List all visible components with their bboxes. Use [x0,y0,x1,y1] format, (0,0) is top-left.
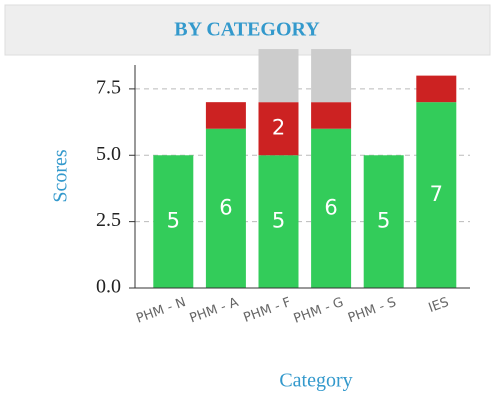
x-tick-label: PHM - F [242,295,293,326]
x-tick-label: PHM - S [346,295,398,326]
chart-title: BY CATEGORY [174,19,320,41]
bar-segment [205,102,246,129]
data-label: 2 [272,116,285,140]
bar-segment [311,102,352,129]
y-tick-label: 2.5 [96,209,121,231]
bar-segment [205,128,246,288]
bar-segment [363,155,404,288]
data-label: 6 [219,195,232,219]
bar-segment [258,49,299,103]
data-label: 5 [377,209,390,233]
x-tick-label: IES [427,295,451,316]
data-label: 6 [324,195,337,219]
y-axis-label: Scores [50,149,72,203]
bar-segment [416,102,457,289]
title-box [4,4,491,56]
data-label: 5 [167,209,180,233]
bar-segment [258,155,299,288]
y-tick-label: 5.0 [96,143,121,165]
data-label: 7 [430,182,443,206]
x-tick-label: PHM - A [188,295,241,326]
x-axis-label: Category [279,370,352,392]
bar-segment [311,49,352,103]
bar-segment [416,75,457,103]
bar-segment [258,102,299,156]
bar-segment [153,155,194,288]
x-tick-label: PHM - N [134,295,188,327]
y-tick-label: 0.0 [96,276,121,298]
bar-segment [311,128,352,288]
y-tick-label: 7.5 [96,76,121,98]
x-tick-label: PHM - G [292,295,346,327]
data-label: 5 [272,209,285,233]
